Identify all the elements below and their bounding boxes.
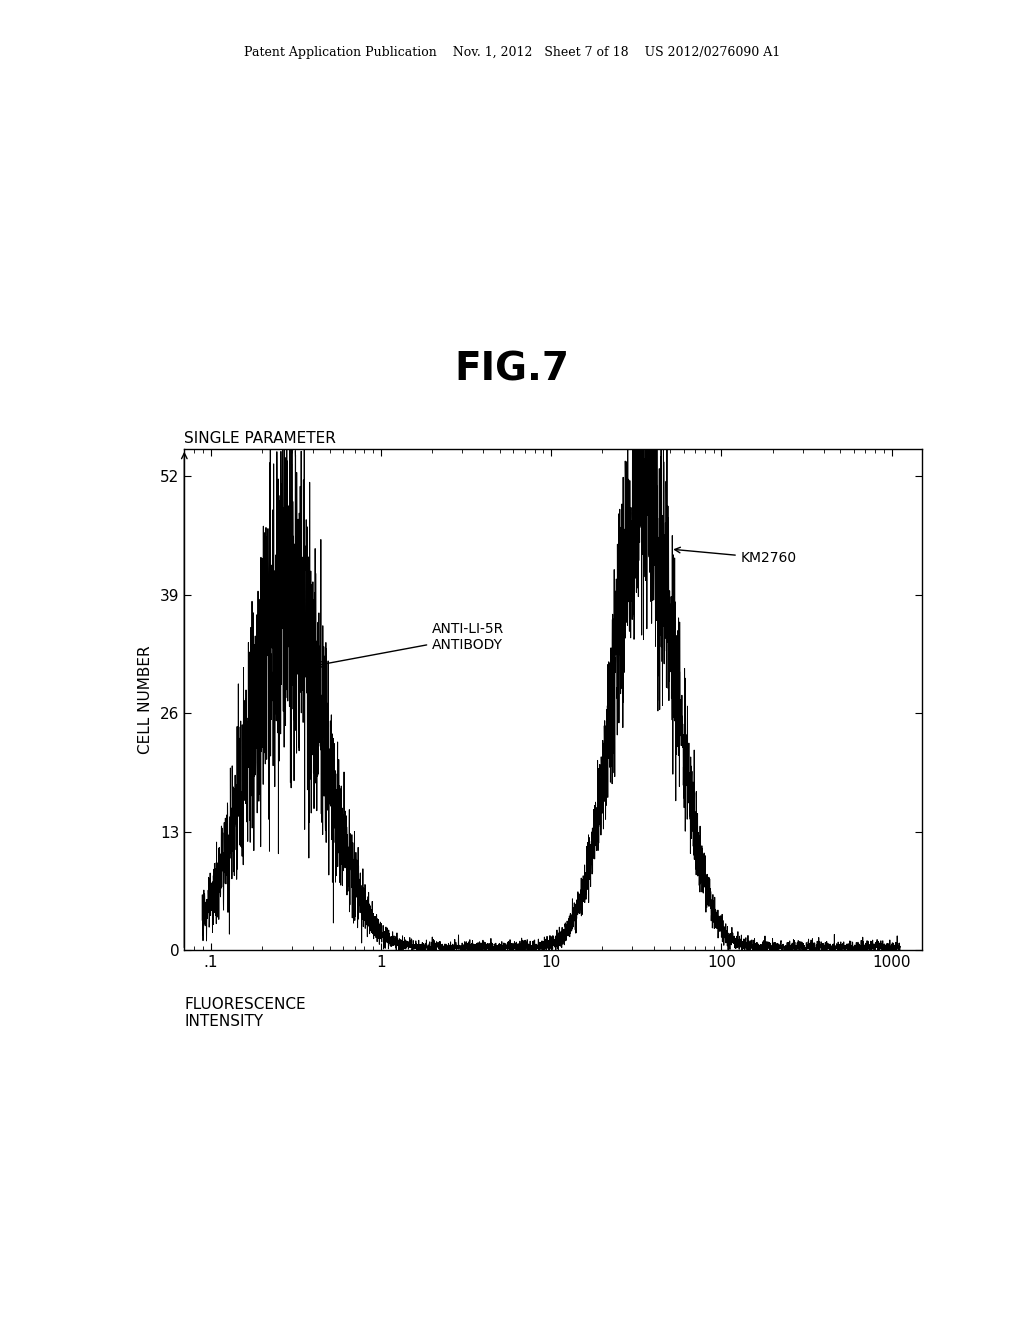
Text: KM2760: KM2760 xyxy=(675,548,797,565)
Text: FIG.7: FIG.7 xyxy=(455,351,569,388)
Text: SINGLE PARAMETER: SINGLE PARAMETER xyxy=(184,432,336,446)
Y-axis label: CELL NUMBER: CELL NUMBER xyxy=(138,645,153,754)
Text: Patent Application Publication    Nov. 1, 2012   Sheet 7 of 18    US 2012/027609: Patent Application Publication Nov. 1, 2… xyxy=(244,46,780,59)
Text: ANTI-LI-5R
ANTIBODY: ANTI-LI-5R ANTIBODY xyxy=(316,622,505,667)
Text: FLUORESCENCE
INTENSITY: FLUORESCENCE INTENSITY xyxy=(184,997,306,1030)
